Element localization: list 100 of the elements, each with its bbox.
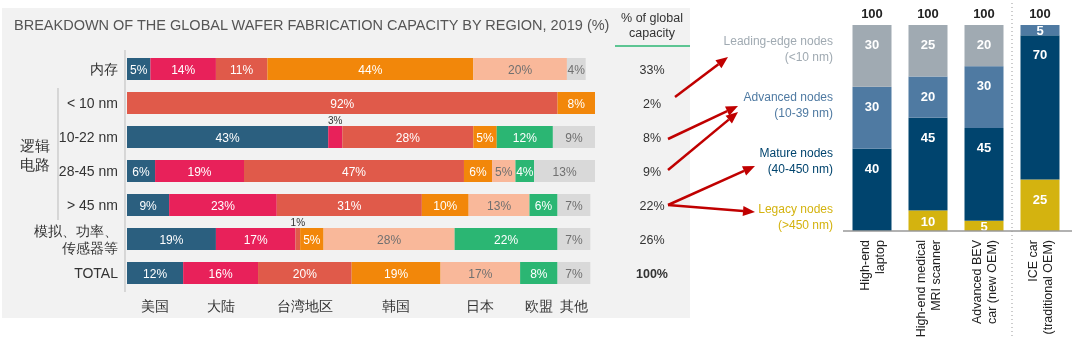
data-label: 7%: [565, 198, 583, 213]
bar: [127, 92, 558, 114]
data-label: 25: [1032, 191, 1048, 207]
bar: [328, 126, 343, 148]
bar: [964, 66, 1004, 128]
y-tick-label: TOTAL: [74, 265, 119, 281]
data-label: 11%: [230, 62, 254, 77]
bar: [215, 228, 296, 250]
data-label: 10: [920, 213, 936, 229]
text: 22%: [639, 198, 665, 213]
data-label: 31%: [337, 198, 362, 213]
data-label: 22%: [494, 232, 519, 247]
data-label: 92%: [330, 96, 355, 111]
total-label: 100: [973, 6, 995, 21]
bar: [852, 25, 892, 87]
data-label: 23%: [210, 198, 236, 213]
chart-title: BREAKDOWN OF THE GLOBAL WAFER FABRICATION CAPACITY BY REGION, 2019 (%): [14, 17, 610, 33]
bar: [964, 25, 1004, 67]
text: 2%: [642, 96, 662, 111]
bar: [852, 148, 892, 231]
data-label: 19%: [187, 164, 212, 179]
data-label: 9%: [565, 130, 583, 145]
bar: [1020, 35, 1060, 180]
data-label: 20%: [292, 266, 318, 281]
data-label: 14%: [171, 62, 196, 77]
text: % of global capacity: [621, 11, 683, 40]
data-label: 28%: [377, 232, 402, 247]
bar: [183, 262, 259, 284]
data-label: 4%: [567, 62, 586, 77]
data-label: 5%: [476, 130, 495, 145]
data-label: 5: [1036, 23, 1044, 39]
data-label: 45: [976, 140, 992, 155]
data-label: 12%: [512, 130, 538, 145]
data-label: 20: [920, 88, 936, 104]
data-label: 5%: [130, 62, 148, 77]
data-label: 30: [864, 37, 880, 52]
bar: [244, 160, 464, 182]
data-label: 4%: [516, 164, 534, 179]
series-label: 台湾地区: [276, 298, 333, 314]
series-label: 其他: [559, 298, 588, 314]
data-label: 17%: [468, 266, 493, 281]
bar: [1020, 179, 1060, 231]
text: Legacy nodes (>450 nm): [758, 202, 833, 232]
y-tick-label: 模拟、功率、传感器等: [34, 222, 118, 256]
series-label: 日本: [466, 298, 495, 314]
bar: [342, 126, 474, 148]
data-label: 3%: [328, 115, 343, 126]
data-label: 6%: [469, 164, 487, 179]
bar: [127, 126, 329, 148]
data-label: 19%: [384, 266, 409, 281]
data-label: 20: [976, 37, 992, 52]
series-label: 美国: [141, 298, 170, 314]
bar: [267, 58, 474, 80]
bar: [908, 117, 948, 211]
total-label: 100: [861, 6, 883, 21]
data-label: 30: [864, 98, 880, 114]
data-label: 40: [864, 160, 880, 176]
series-label: Leading-edge nodes (<10 nm): [723, 34, 833, 64]
bar: [276, 194, 422, 216]
total-label: 100: [917, 6, 939, 21]
data-label: 43%: [215, 130, 240, 145]
data-label: 8%: [567, 96, 586, 111]
x-tick-label: Advanced BEV car (new OEM): [970, 239, 999, 325]
data-label: 5: [980, 218, 988, 234]
data-label: 20%: [508, 62, 533, 77]
data-label: 7%: [565, 232, 583, 247]
data-label: 30: [976, 78, 992, 94]
bar: [908, 76, 948, 118]
text: 26%: [639, 232, 665, 247]
total-label: 100: [1029, 6, 1051, 21]
data-label: 6%: [132, 164, 151, 179]
data-label: 17%: [243, 232, 269, 247]
text: 33%: [639, 62, 665, 77]
x-tick-label: High-end laptop: [858, 239, 887, 291]
data-label: 13%: [552, 164, 577, 179]
series-label: 欧盟: [524, 298, 553, 314]
data-label: 8%: [530, 266, 548, 281]
data-label: 19%: [159, 232, 184, 247]
bar: [440, 262, 521, 284]
bar: [295, 228, 301, 250]
text: 9%: [642, 164, 662, 179]
data-label: 6%: [534, 198, 553, 213]
data-label: 12%: [143, 266, 168, 281]
bar: [473, 58, 567, 80]
data-label: 10%: [433, 198, 458, 213]
bar: [150, 58, 216, 80]
bar: [908, 25, 948, 77]
bar: [169, 194, 277, 216]
data-label: 25: [920, 37, 936, 52]
bar: [351, 262, 441, 284]
bar: [852, 86, 892, 149]
y-tick-label: 内存: [90, 61, 118, 77]
series-label: Mature nodes (40-450 nm): [759, 146, 833, 176]
data-label: 1%: [290, 217, 306, 228]
text: 逻辑电路: [20, 137, 50, 173]
bar: [155, 160, 244, 182]
series-label: 韩国: [382, 298, 411, 314]
data-label: 28%: [395, 130, 421, 145]
data-label: 7%: [565, 266, 583, 281]
bar: [258, 262, 352, 284]
